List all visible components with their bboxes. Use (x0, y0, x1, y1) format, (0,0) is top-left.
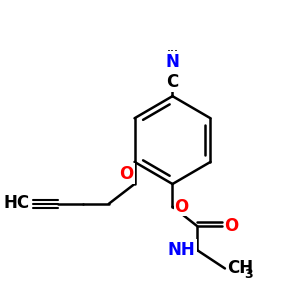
Text: 3: 3 (244, 268, 253, 281)
Text: NH: NH (167, 241, 195, 259)
Text: O: O (174, 198, 188, 216)
Text: CH: CH (227, 260, 253, 278)
Text: C: C (167, 73, 178, 91)
Text: N: N (166, 53, 179, 71)
Text: O: O (224, 217, 239, 235)
Text: HC: HC (3, 194, 29, 212)
Text: O: O (119, 165, 133, 183)
